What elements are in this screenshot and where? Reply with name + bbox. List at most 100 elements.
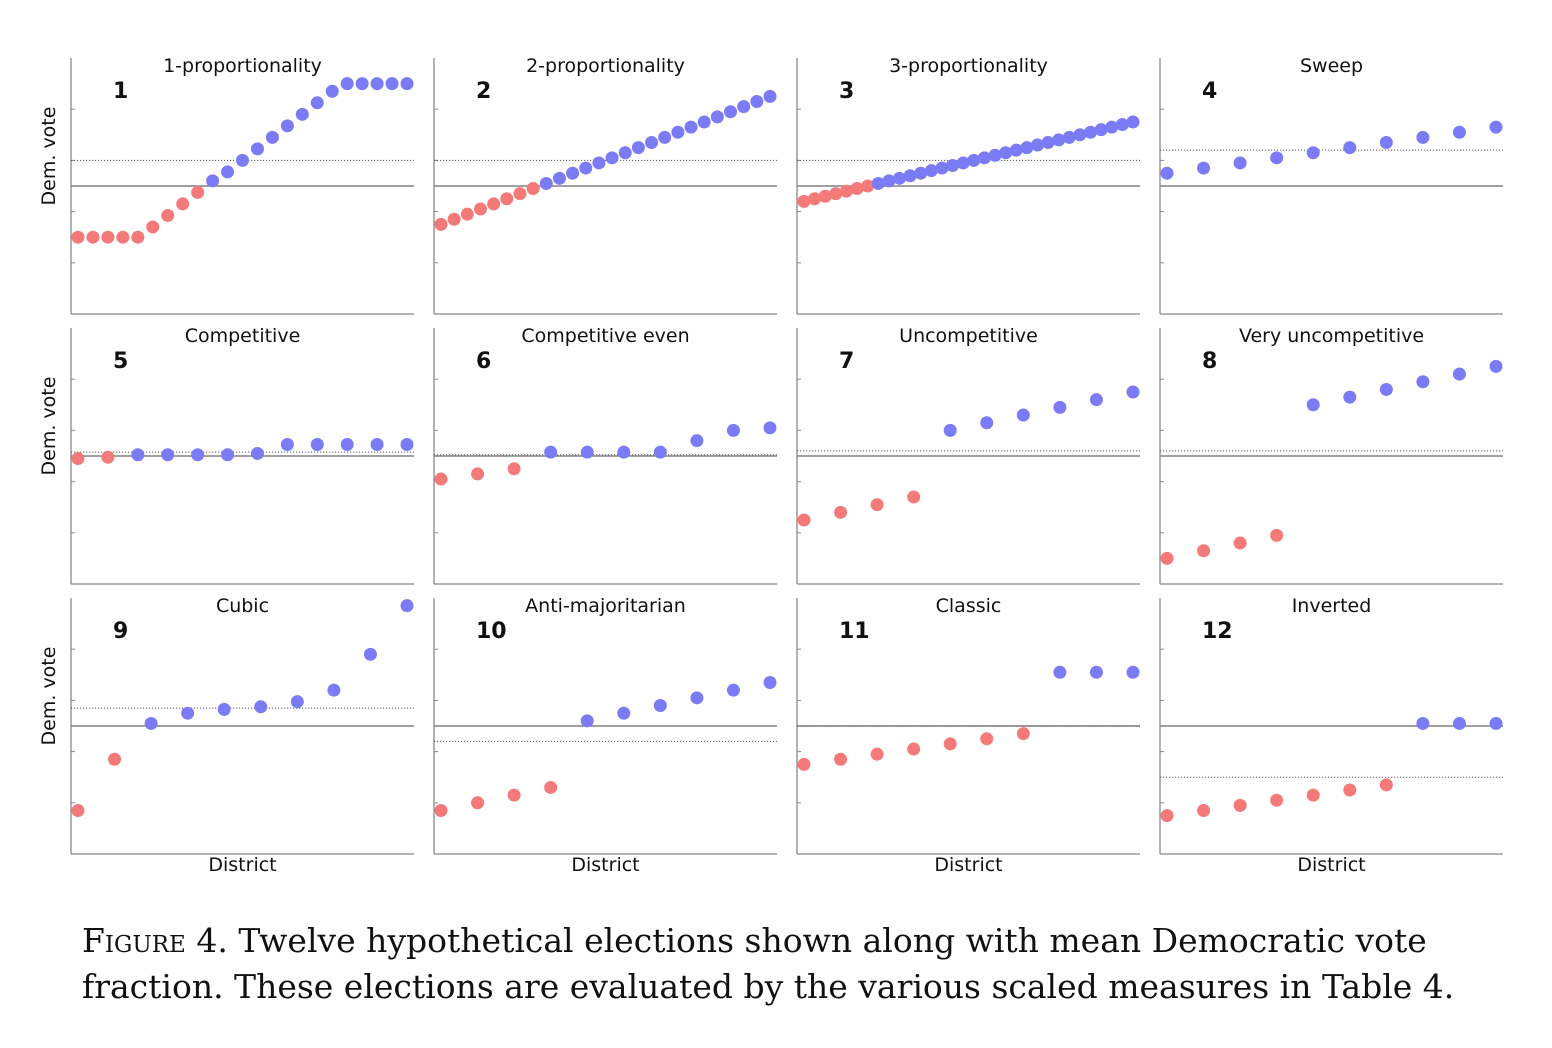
panel-3: 3-proportionality 3 <box>796 55 1140 315</box>
x-axis-label: District <box>208 854 276 876</box>
panel-11: Classic 11 District <box>796 595 1140 876</box>
district-point <box>290 695 304 709</box>
panel-title: 1-proportionality <box>163 55 322 77</box>
district-point <box>1270 151 1284 165</box>
district-point <box>340 437 354 451</box>
panel-number: 6 <box>476 349 491 374</box>
district-point <box>370 77 384 91</box>
district-point <box>1270 528 1284 542</box>
district-point <box>327 683 341 697</box>
district-point <box>1416 716 1430 730</box>
district-point <box>1343 390 1357 404</box>
x-axis-label: District <box>934 854 1002 876</box>
panel-number: 7 <box>839 349 854 374</box>
district-point <box>101 450 115 464</box>
district-point <box>250 446 264 460</box>
district-point <box>116 230 130 244</box>
district-point <box>1343 141 1357 155</box>
district-point <box>1126 115 1140 129</box>
district-point <box>645 135 659 149</box>
district-point <box>434 803 448 817</box>
panel-number: 9 <box>113 619 128 644</box>
district-point <box>325 84 339 98</box>
district-point <box>355 77 369 91</box>
panel-title: Very uncompetitive <box>1239 325 1424 347</box>
district-point <box>1160 551 1174 565</box>
y-axis-label: Dem. vote <box>38 107 60 206</box>
district-point <box>280 119 294 133</box>
district-point <box>1233 536 1247 550</box>
district-point <box>710 110 724 124</box>
district-point <box>400 599 414 613</box>
district-point <box>400 77 414 91</box>
district-point <box>871 176 885 190</box>
district-point <box>839 184 853 198</box>
district-point <box>526 182 540 196</box>
district-point <box>1160 809 1174 823</box>
district-point <box>71 803 85 817</box>
panel-9: Cubic 9 Dem. vote District <box>38 595 414 876</box>
district-point <box>1089 393 1103 407</box>
district-point <box>191 448 205 462</box>
district-point <box>605 151 619 165</box>
district-point <box>236 153 249 167</box>
district-point <box>1379 382 1393 396</box>
district-point <box>500 192 514 206</box>
district-point <box>1233 156 1247 170</box>
district-point <box>471 467 485 481</box>
district-point <box>690 434 704 448</box>
figure-caption: Figure 4. Twelve hypothetical elections … <box>82 918 1502 1010</box>
district-point <box>434 472 448 486</box>
x-axis-label: District <box>1297 854 1365 876</box>
district-point <box>206 174 220 188</box>
district-point <box>893 171 907 185</box>
district-point <box>592 156 606 170</box>
district-point <box>176 197 190 211</box>
district-point <box>1270 793 1284 807</box>
district-point <box>579 161 593 175</box>
district-point <box>737 100 751 114</box>
district-point <box>861 179 875 193</box>
district-point <box>967 153 981 167</box>
panel-number: 1 <box>113 79 128 104</box>
district-point <box>1452 367 1466 381</box>
panel-title: Anti-majoritarian <box>525 595 686 617</box>
district-point <box>131 448 145 462</box>
district-point <box>447 212 461 226</box>
panel-number: 3 <box>839 79 854 104</box>
district-point <box>363 647 377 661</box>
district-point <box>882 174 896 188</box>
district-point <box>71 230 85 244</box>
district-point <box>161 448 175 462</box>
district-point <box>1306 146 1320 160</box>
district-point <box>473 202 487 216</box>
district-point <box>653 699 667 713</box>
district-point <box>684 120 698 134</box>
district-point <box>1009 143 1023 157</box>
district-point <box>834 505 848 519</box>
district-point <box>1233 798 1247 812</box>
district-point <box>943 423 957 437</box>
district-point <box>487 197 501 211</box>
district-point <box>1343 783 1357 797</box>
panel-title: Uncompetitive <box>899 325 1038 347</box>
district-point <box>1062 130 1076 144</box>
district-point <box>1105 120 1119 134</box>
panel-12: Inverted 12 District <box>1159 595 1503 876</box>
district-point <box>181 706 195 720</box>
panel-6: Competitive even 6 <box>433 325 777 585</box>
district-point <box>310 96 324 110</box>
district-point <box>924 164 938 178</box>
district-point <box>507 788 521 802</box>
district-point <box>980 416 994 430</box>
district-point <box>580 445 594 459</box>
district-point <box>797 194 811 208</box>
district-point <box>870 747 884 761</box>
panel-number: 4 <box>1202 79 1217 104</box>
district-point <box>1041 135 1055 149</box>
district-point <box>763 89 777 103</box>
panel-number: 8 <box>1202 349 1217 374</box>
district-point <box>850 182 864 196</box>
district-point <box>580 714 594 728</box>
district-point <box>829 187 843 201</box>
